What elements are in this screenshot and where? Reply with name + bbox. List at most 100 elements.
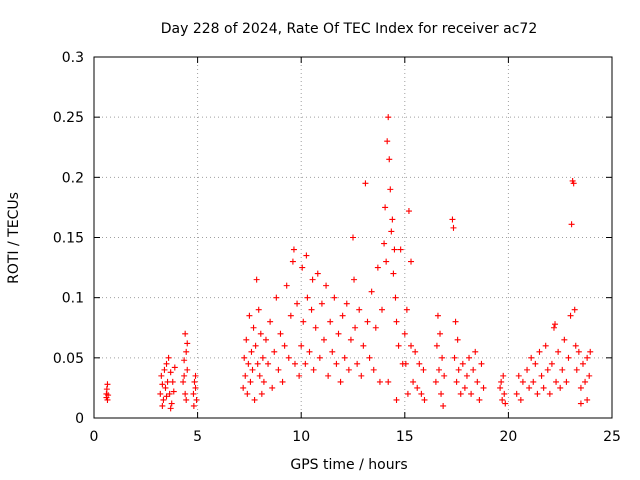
- data-point: [314, 270, 321, 277]
- data-point: [169, 378, 176, 385]
- data-point: [253, 276, 260, 283]
- data-point: [513, 390, 520, 397]
- data-point: [182, 390, 189, 397]
- data-point: [538, 372, 545, 379]
- data-point: [165, 354, 172, 361]
- data-point: [252, 342, 259, 349]
- data-point: [352, 324, 359, 331]
- data-point: [579, 360, 586, 367]
- data-point: [466, 354, 473, 361]
- data-point: [441, 372, 448, 379]
- data-point: [312, 324, 319, 331]
- y-tick-label: 0.25: [53, 110, 84, 126]
- data-point: [577, 384, 584, 391]
- data-point: [163, 360, 170, 367]
- data-point: [379, 306, 386, 313]
- data-point: [542, 342, 549, 349]
- data-point: [245, 360, 252, 367]
- data-point: [418, 390, 425, 397]
- data-point: [327, 318, 334, 325]
- data-point: [478, 360, 485, 367]
- x-tick-label: 15: [396, 429, 414, 445]
- data-point: [275, 366, 282, 373]
- x-tick-label: 10: [292, 429, 310, 445]
- data-point: [546, 390, 553, 397]
- data-point: [433, 342, 440, 349]
- data-point: [246, 312, 253, 319]
- data-point: [316, 354, 323, 361]
- data-point: [368, 288, 375, 295]
- data-point: [241, 354, 248, 361]
- y-tick-label: 0.15: [53, 231, 84, 247]
- data-point: [461, 384, 468, 391]
- y-tick-label: 0.05: [53, 351, 84, 367]
- data-point: [259, 354, 266, 361]
- data-point: [572, 342, 579, 349]
- data-point: [256, 372, 263, 379]
- data-point: [528, 354, 535, 361]
- data-point: [262, 336, 269, 343]
- data-point: [395, 342, 402, 349]
- data-point: [339, 312, 346, 319]
- data-point: [524, 366, 531, 373]
- x-tick-label: 25: [603, 429, 621, 445]
- data-point: [362, 180, 369, 187]
- data-point: [550, 324, 557, 331]
- data-point: [104, 381, 111, 388]
- data-point: [291, 360, 298, 367]
- data-point: [390, 270, 397, 277]
- data-point: [397, 246, 404, 253]
- data-point: [451, 354, 458, 361]
- data-point: [157, 390, 164, 397]
- data-point: [437, 330, 444, 337]
- data-point: [167, 369, 174, 376]
- data-point: [281, 342, 288, 349]
- data-point: [470, 366, 477, 373]
- data-point: [468, 390, 475, 397]
- data-point: [192, 372, 199, 379]
- data-point: [570, 180, 577, 187]
- data-point: [350, 234, 356, 241]
- data-point: [183, 396, 190, 403]
- data-point: [308, 306, 315, 313]
- axis-ticks: 0 0.05 0.1 0.15 0.2 0.25 0.3 0 5 10 15 20 25: [53, 50, 621, 445]
- data-point: [265, 360, 272, 367]
- data-point: [285, 354, 292, 361]
- data-point: [530, 378, 537, 385]
- data-point: [459, 360, 466, 367]
- x-axis-label: GPS time / hours: [290, 457, 407, 473]
- data-point: [191, 378, 198, 385]
- data-point: [553, 378, 560, 385]
- data-point: [190, 402, 197, 409]
- x-tick-label: 0: [90, 429, 99, 445]
- data-point: [160, 396, 167, 403]
- data-point: [453, 378, 460, 385]
- data-point: [438, 390, 445, 397]
- data-point: [184, 340, 191, 347]
- data-point: [452, 318, 459, 325]
- data-point: [323, 282, 330, 289]
- data-point: [351, 276, 358, 283]
- data-point: [474, 378, 481, 385]
- data-point: [575, 348, 582, 355]
- data-point: [500, 372, 507, 379]
- data-point: [331, 294, 338, 301]
- data-point: [306, 348, 313, 355]
- data-point: [251, 396, 258, 403]
- data-point: [412, 348, 419, 355]
- data-point: [166, 390, 173, 397]
- data-point: [383, 258, 390, 265]
- data-point: [552, 321, 559, 328]
- data-point: [299, 264, 306, 271]
- grid: [94, 57, 612, 418]
- data-point: [337, 378, 344, 385]
- data-point: [416, 360, 423, 367]
- data-point: [289, 258, 296, 265]
- data-point: [519, 378, 526, 385]
- data-point: [103, 386, 110, 393]
- data-point: [171, 364, 178, 371]
- data-point: [526, 384, 533, 391]
- data-point: [586, 372, 593, 379]
- data-point: [181, 357, 188, 364]
- data-point: [571, 306, 578, 313]
